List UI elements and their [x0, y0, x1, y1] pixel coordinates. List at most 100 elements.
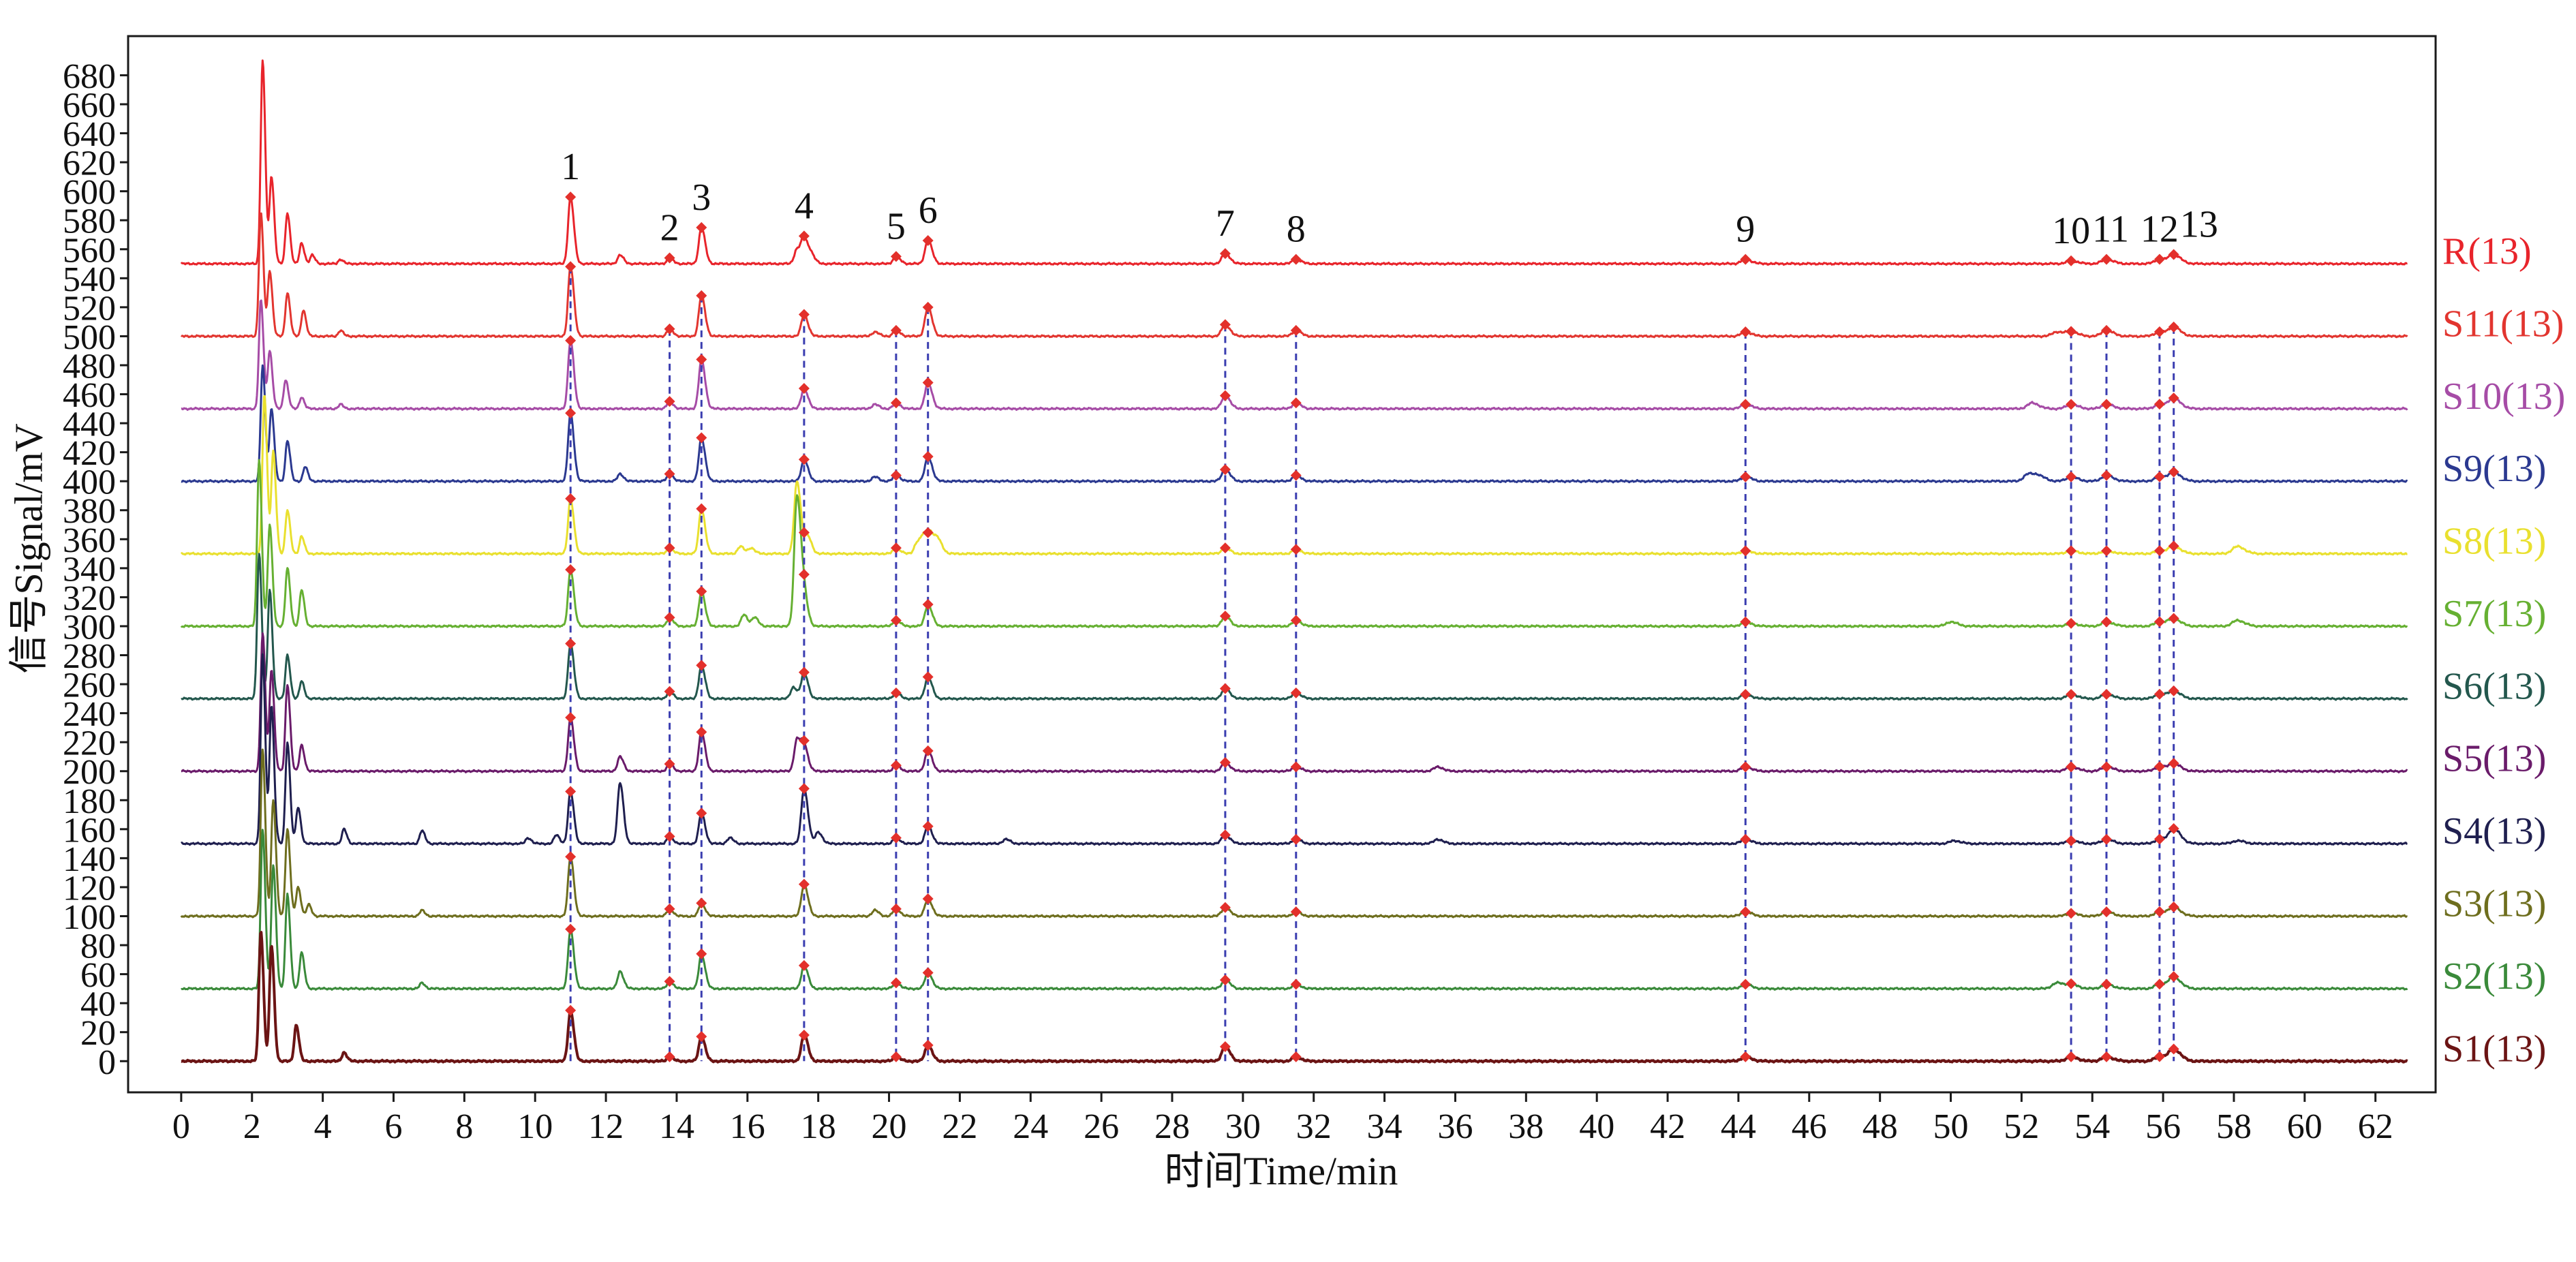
peak-marker: [2066, 908, 2077, 919]
peak-marker: [1219, 464, 1231, 476]
peak-marker: [798, 230, 810, 242]
peak-marker: [1290, 397, 1302, 409]
peak-number-label: 11: [2092, 209, 2129, 251]
x-tick-label: 46: [1792, 1107, 1827, 1146]
y-tick-label: 320: [63, 579, 116, 618]
y-tick-label: 600: [63, 173, 116, 212]
peak-marker: [1290, 1051, 1302, 1062]
peak-marker: [2066, 399, 2077, 410]
x-tick-label: 62: [2358, 1107, 2393, 1146]
peak-marker: [696, 432, 707, 444]
peak-marker: [1219, 542, 1231, 554]
peak-marker: [890, 760, 902, 771]
peak-number-label: 5: [887, 205, 906, 247]
y-tick-label: 580: [63, 202, 116, 241]
x-tick-label: 12: [588, 1107, 624, 1146]
peak-marker: [1740, 545, 1751, 557]
peak-marker: [922, 377, 934, 388]
peak-marker: [2066, 761, 2077, 773]
x-tick-label: 22: [942, 1107, 977, 1146]
peak-marker: [2153, 399, 2165, 410]
x-axis-title: 时间Time/min: [1165, 1149, 1398, 1193]
peak-marker: [2168, 1043, 2179, 1055]
peak-marker: [798, 454, 810, 465]
peak-marker: [2101, 761, 2113, 773]
peak-marker: [565, 712, 577, 723]
series-label: S10(13): [2442, 375, 2565, 418]
peak-marker: [2153, 616, 2165, 628]
peak-marker: [890, 903, 902, 914]
y-tick-label: 280: [63, 637, 116, 676]
series-line: [181, 364, 2408, 484]
series-label: S8(13): [2442, 521, 2546, 563]
peak-marker: [2168, 971, 2179, 983]
y-tick-label: 620: [63, 144, 116, 183]
peak-marker: [2066, 835, 2077, 846]
peak-marker: [565, 335, 577, 346]
peak-marker: [798, 383, 810, 395]
series-label: S5(13): [2442, 738, 2546, 780]
peak-marker: [1290, 687, 1302, 698]
peak-number-label: 12: [2141, 208, 2179, 250]
peak-marker: [565, 786, 577, 797]
peak-marker: [696, 290, 707, 301]
x-tick-label: 16: [730, 1107, 765, 1146]
peak-marker: [2066, 545, 2077, 557]
peak-marker: [890, 324, 902, 336]
peak-markers: [565, 191, 2179, 1062]
series-label: R(13): [2442, 230, 2532, 273]
y-tick-label: 200: [63, 753, 116, 792]
series-label: S4(13): [2442, 810, 2546, 852]
y-tick-label: 400: [63, 463, 116, 502]
peak-marker: [2168, 901, 2179, 912]
peak-marker: [2153, 979, 2165, 990]
peak-marker: [2153, 471, 2165, 482]
peak-marker: [565, 923, 577, 935]
peak-marker: [565, 191, 577, 203]
peak-marker: [664, 686, 675, 697]
peak-marker: [2168, 685, 2179, 696]
y-tick-label: 40: [80, 985, 116, 1024]
peak-number-label: 8: [1287, 209, 1306, 251]
peak-number-label: 13: [2180, 204, 2218, 246]
y-tick-label: 300: [63, 609, 116, 647]
y-tick-label: 120: [63, 869, 116, 908]
peak-marker: [2153, 253, 2165, 265]
peak-marker: [2168, 249, 2179, 260]
peak-marker: [664, 468, 675, 480]
y-tick-label: 660: [63, 87, 116, 125]
peak-marker: [2153, 545, 2165, 557]
peak-marker: [664, 758, 675, 770]
series-label: S9(13): [2442, 448, 2546, 490]
peak-marker: [696, 948, 707, 959]
peak-marker: [1219, 1041, 1231, 1052]
y-tick-label: 360: [63, 521, 116, 560]
peak-marker: [2101, 688, 2113, 700]
peak-marker: [696, 660, 707, 671]
peak-marker: [922, 745, 934, 756]
peak-marker: [696, 807, 707, 819]
peak-marker: [664, 252, 675, 264]
series-label: S3(13): [2442, 883, 2546, 925]
peak-marker: [922, 235, 934, 246]
series-label: S11(13): [2442, 303, 2564, 345]
peak-marker: [2168, 823, 2179, 835]
peak-marker: [798, 1029, 810, 1041]
x-tick-label: 18: [801, 1107, 836, 1146]
y-tick-label: 260: [63, 666, 116, 705]
peak-marker: [1290, 253, 1302, 265]
peak-marker: [696, 897, 707, 909]
x-tick-label: 54: [2074, 1107, 2110, 1146]
peak-marker: [664, 903, 675, 914]
peak-marker: [696, 503, 707, 514]
series-label: S2(13): [2442, 955, 2546, 998]
peak-marker: [2066, 688, 2077, 700]
peak-marker: [1740, 688, 1751, 700]
peak-marker: [2101, 470, 2113, 481]
peak-marker: [922, 893, 934, 904]
peak-number-label: 9: [1736, 209, 1755, 251]
series-line: [180, 459, 2408, 629]
x-tick-label: 8: [455, 1107, 473, 1146]
peak-marker: [1290, 761, 1302, 773]
peak-number-label: 10: [2052, 210, 2090, 252]
